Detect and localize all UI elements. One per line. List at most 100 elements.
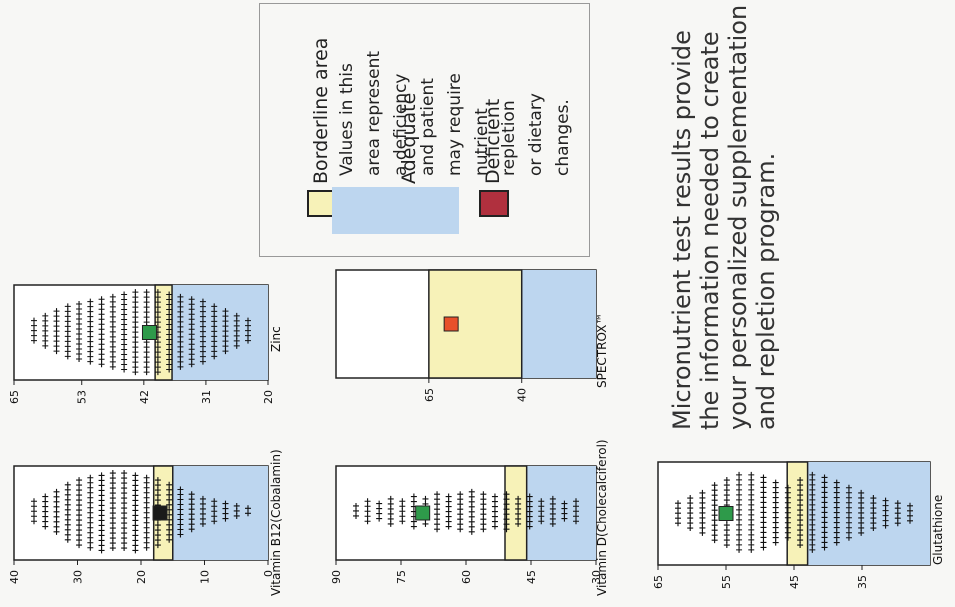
borderline-band-4 <box>786 461 809 566</box>
population-marker <box>31 337 37 344</box>
population-marker <box>882 522 889 529</box>
chart-title-2: SPECTROX™ <box>595 313 609 388</box>
population-marker <box>211 353 218 360</box>
tick-label-4-1: 55 <box>720 575 733 589</box>
population-marker <box>199 358 206 365</box>
deficient-swatch <box>479 190 509 217</box>
population-marker <box>42 523 49 530</box>
population-marker <box>894 520 901 527</box>
population-marker <box>53 528 60 535</box>
population-marker <box>772 539 779 546</box>
chart-title-1: Vitamin B12(Cobalamin) <box>269 449 283 596</box>
tick-label-1-1: 30 <box>72 570 85 584</box>
population-marker <box>143 544 150 551</box>
population-marker <box>132 369 139 376</box>
population-marker <box>526 523 533 530</box>
population-marker <box>64 353 71 360</box>
patient-marker-1 <box>152 505 168 521</box>
tick-label-3-4: 30 <box>590 570 603 584</box>
tick-label-1-4: 0 <box>262 570 275 577</box>
population-marker <box>42 342 49 349</box>
population-marker <box>233 342 240 349</box>
population-marker <box>364 518 371 525</box>
population-marker <box>711 537 718 544</box>
population-marker <box>199 520 206 527</box>
population-marker <box>87 358 94 365</box>
patient-marker-4 <box>718 506 734 521</box>
population-marker <box>222 515 229 522</box>
population-marker <box>468 528 475 535</box>
population-marker <box>760 544 767 551</box>
population-marker <box>687 525 694 532</box>
population-marker <box>538 518 545 525</box>
population-marker <box>109 545 116 552</box>
population-marker <box>64 536 71 543</box>
population-marker <box>166 536 173 543</box>
deficiency-area-1 <box>172 466 268 560</box>
tick-label-1-3: 10 <box>199 570 212 584</box>
population-marker <box>736 546 743 553</box>
population-marker <box>821 544 828 551</box>
population-marker <box>434 526 441 533</box>
population-marker <box>76 542 83 549</box>
chart-title-3: Vitamin D(Cholecalciferol) <box>595 439 609 596</box>
population-marker <box>809 546 816 553</box>
tick-label-2-1: 40 <box>516 388 529 402</box>
tick-label-0-2: 42 <box>138 390 151 404</box>
population-marker <box>561 515 568 522</box>
population-marker <box>98 361 105 368</box>
population-marker <box>376 515 383 522</box>
deficiency-area-3 <box>526 466 596 560</box>
population-marker <box>845 534 852 541</box>
population-marker <box>121 366 128 373</box>
population-marker <box>143 369 150 376</box>
population-marker <box>784 534 791 541</box>
population-marker <box>154 542 161 549</box>
population-marker <box>222 348 229 355</box>
population-marker <box>457 526 464 533</box>
tick-label-1-0: 40 <box>8 570 21 584</box>
population-marker <box>233 512 240 519</box>
population-marker <box>675 520 681 527</box>
population-marker <box>422 520 429 527</box>
deficiency-area-2 <box>521 270 596 378</box>
population-marker <box>245 510 251 517</box>
tick-label-3-2: 60 <box>460 570 473 584</box>
population-marker <box>188 526 195 533</box>
population-marker <box>98 547 105 554</box>
patient-marker-0 <box>141 325 157 340</box>
population-marker <box>445 523 452 530</box>
tick-label-0-0: 65 <box>8 390 21 404</box>
deficiency-area-swatch <box>332 187 459 234</box>
tick-label-0-3: 31 <box>200 390 213 404</box>
population-marker <box>907 517 913 524</box>
population-marker <box>699 529 706 536</box>
deficiency-area-0 <box>172 285 268 380</box>
patient-marker-2 <box>443 316 459 332</box>
population-marker <box>109 363 116 370</box>
population-marker <box>549 520 556 527</box>
patient-marker-3 <box>415 505 431 521</box>
population-marker <box>353 512 359 519</box>
population-marker <box>723 542 730 549</box>
population-marker <box>121 545 128 552</box>
tick-label-4-2: 45 <box>788 575 801 589</box>
population-marker <box>515 520 522 527</box>
chart-title-0: Zinc <box>269 326 283 352</box>
population-marker <box>748 546 755 553</box>
population-marker <box>211 518 218 525</box>
borderline-band-3 <box>504 465 528 561</box>
population-marker <box>132 547 139 554</box>
population-marker <box>399 518 406 525</box>
population-marker <box>87 544 94 551</box>
population-marker <box>410 523 417 530</box>
population-marker <box>31 518 37 525</box>
population-marker <box>503 526 510 533</box>
tick-label-3-3: 45 <box>525 570 538 584</box>
population-marker <box>177 363 184 370</box>
borderline-band-2 <box>428 269 523 379</box>
legend-box: Borderline area Adequate Deficient Value… <box>259 3 590 257</box>
tick-label-3-1: 75 <box>395 570 408 584</box>
